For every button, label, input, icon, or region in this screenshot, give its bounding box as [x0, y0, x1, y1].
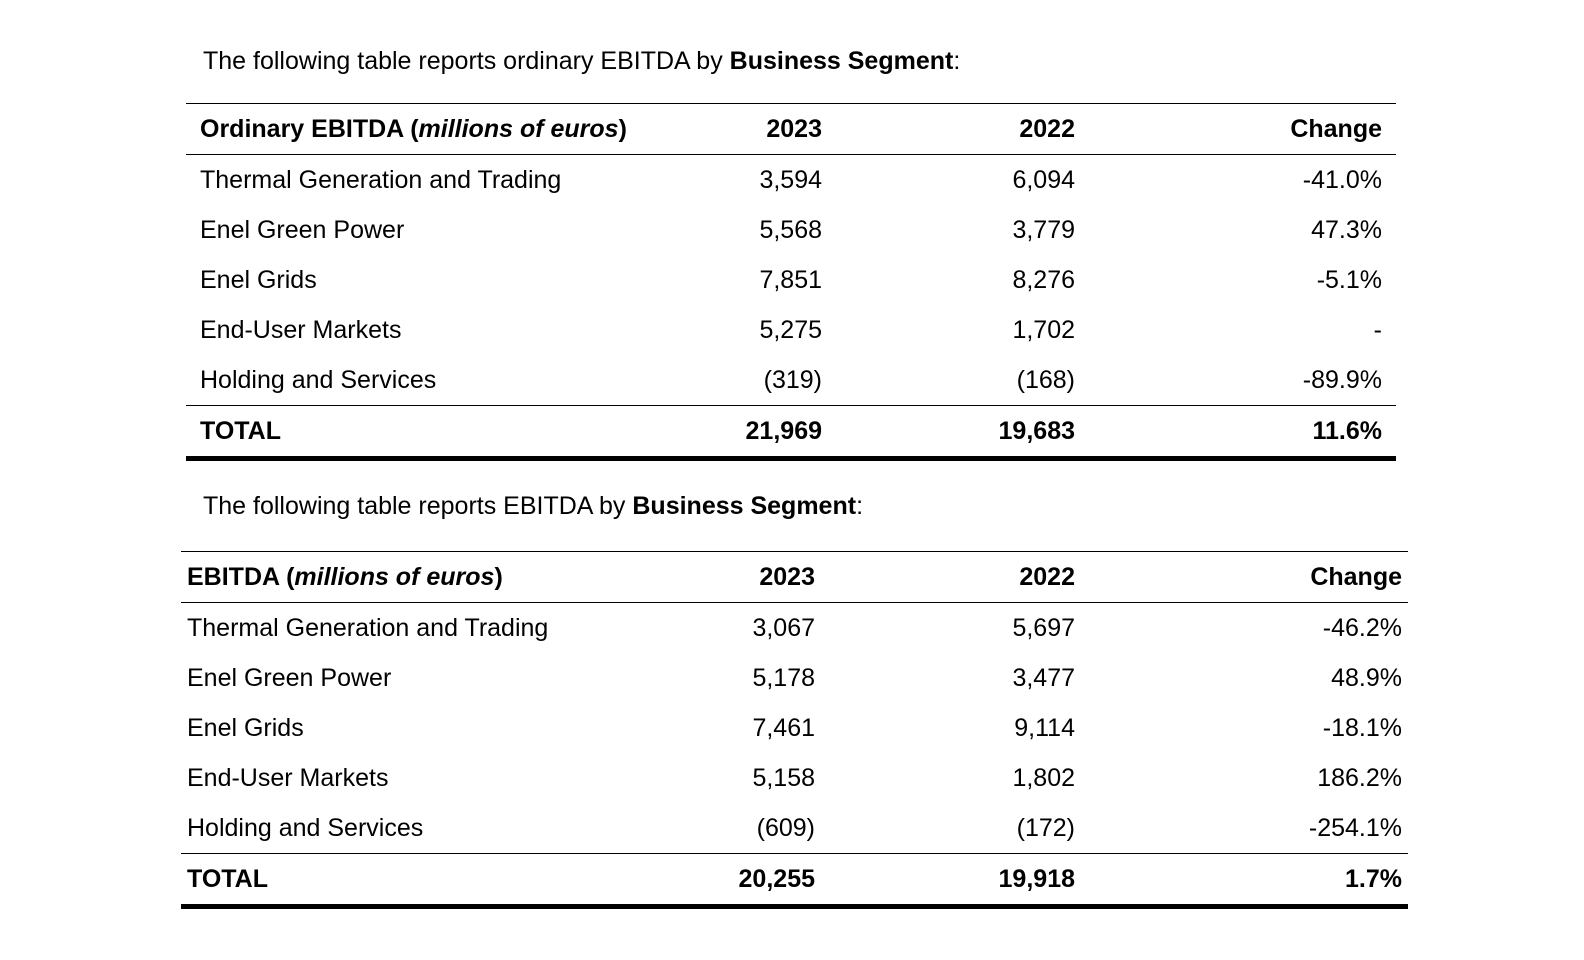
value-change: 48.9%: [1331, 663, 1402, 692]
total-row: TOTAL 21,969 19,683 11.6%: [186, 405, 1396, 459]
total-2022: 19,918: [998, 864, 1075, 893]
value-2022: 8,276: [1012, 265, 1075, 294]
table-row: Thermal Generation and Trading 3,594 6,0…: [186, 155, 1396, 206]
intro-bold-text: Business Segment: [632, 492, 857, 520]
value-2023: 3,594: [759, 165, 822, 194]
table-row: Enel Grids 7,461 9,114 -18.1%: [181, 703, 1408, 753]
value-change: -5.1%: [1316, 265, 1382, 294]
intro-suffix: :: [953, 47, 961, 75]
value-2023: 3,067: [752, 613, 815, 642]
segment-name: End-User Markets: [200, 315, 402, 344]
intro-text: The following table reports EBITDA by: [203, 492, 633, 520]
ordinary-ebitda-table: Ordinary EBITDA (millions of euros) 2023…: [186, 103, 1396, 461]
header-2022: 2022: [1019, 114, 1075, 143]
value-2023: 5,275: [759, 315, 822, 344]
header-2022: 2022: [1019, 562, 1075, 591]
total-2023: 20,255: [738, 864, 815, 893]
segment-name: Enel Grids: [200, 265, 317, 294]
value-2023: 5,178: [752, 663, 815, 692]
table-row: Holding and Services (609) (172) -254.1%: [181, 803, 1408, 854]
value-2023: 7,461: [752, 713, 815, 742]
value-2022: 3,779: [1012, 215, 1075, 244]
segment-name: Thermal Generation and Trading: [187, 613, 549, 642]
segment-name: End-User Markets: [187, 763, 389, 792]
segment-name: Holding and Services: [187, 813, 424, 842]
header-label: Ordinary EBITDA (millions of euros): [200, 114, 627, 143]
total-row: TOTAL 20,255 19,918 1.7%: [181, 853, 1408, 907]
segment-name: Thermal Generation and Trading: [200, 165, 562, 194]
intro-bold-text: Business Segment: [729, 47, 954, 75]
table-row: Holding and Services (319) (168) -89.9%: [186, 355, 1396, 406]
table-row: Thermal Generation and Trading 3,067 5,6…: [181, 603, 1408, 654]
value-2022: 9,114: [1014, 713, 1075, 742]
total-label: TOTAL: [200, 416, 282, 445]
value-2022: (172): [1016, 813, 1075, 842]
intro-text: The following table reports ordinary EBI…: [203, 47, 730, 75]
value-change: 47.3%: [1311, 215, 1382, 244]
total-label: TOTAL: [187, 864, 269, 893]
value-2023: 5,158: [752, 763, 815, 792]
header-change: Change: [1310, 562, 1402, 591]
ordinary-ebitda-intro: The following table reports ordinary EBI…: [203, 46, 960, 76]
total-2023: 21,969: [745, 416, 822, 445]
value-change: -89.9%: [1302, 365, 1382, 394]
segment-name: Holding and Services: [200, 365, 437, 394]
header-change: Change: [1290, 114, 1382, 143]
value-2022: 3,477: [1012, 663, 1075, 692]
table-row: Enel Grids 7,851 8,276 -5.1%: [186, 255, 1396, 305]
value-2022: 6,094: [1012, 165, 1075, 194]
ebitda-intro: The following table reports EBITDA by Bu…: [203, 491, 863, 521]
segment-name: Enel Green Power: [187, 663, 392, 692]
value-2022: (168): [1016, 365, 1075, 394]
value-change: -254.1%: [1308, 813, 1402, 842]
table-row: End-User Markets 5,158 1,802 186.2%: [181, 753, 1408, 803]
value-2023: (609): [756, 813, 815, 842]
table-row: Enel Green Power 5,178 3,477 48.9%: [181, 653, 1408, 703]
intro-suffix: :: [856, 492, 864, 520]
ebitda-table: EBITDA (millions of euros) 2023 2022 Cha…: [181, 551, 1408, 909]
value-2023: 7,851: [759, 265, 822, 294]
value-change: -46.2%: [1322, 613, 1402, 642]
table-header-row: EBITDA (millions of euros) 2023 2022 Cha…: [181, 551, 1408, 603]
table-header-row: Ordinary EBITDA (millions of euros) 2023…: [186, 103, 1396, 155]
value-change: -41.0%: [1302, 165, 1382, 194]
total-change: 11.6%: [1312, 416, 1382, 445]
total-2022: 19,683: [998, 416, 1075, 445]
value-2022: 1,802: [1012, 763, 1075, 792]
value-2023: (319): [763, 365, 822, 394]
value-change: 186.2%: [1317, 763, 1402, 792]
table-row: End-User Markets 5,275 1,702 -: [186, 305, 1396, 355]
segment-name: Enel Green Power: [200, 215, 405, 244]
value-change: -: [1373, 315, 1382, 344]
segment-name: Enel Grids: [187, 713, 304, 742]
value-2022: 5,697: [1012, 613, 1075, 642]
table-row: Enel Green Power 5,568 3,779 47.3%: [186, 205, 1396, 255]
value-2022: 1,702: [1012, 315, 1075, 344]
header-2023: 2023: [766, 114, 822, 143]
total-change: 1.7%: [1345, 864, 1402, 893]
value-2023: 5,568: [759, 215, 822, 244]
header-label: EBITDA (millions of euros): [187, 562, 503, 591]
value-change: -18.1%: [1322, 713, 1402, 742]
header-2023: 2023: [759, 562, 815, 591]
